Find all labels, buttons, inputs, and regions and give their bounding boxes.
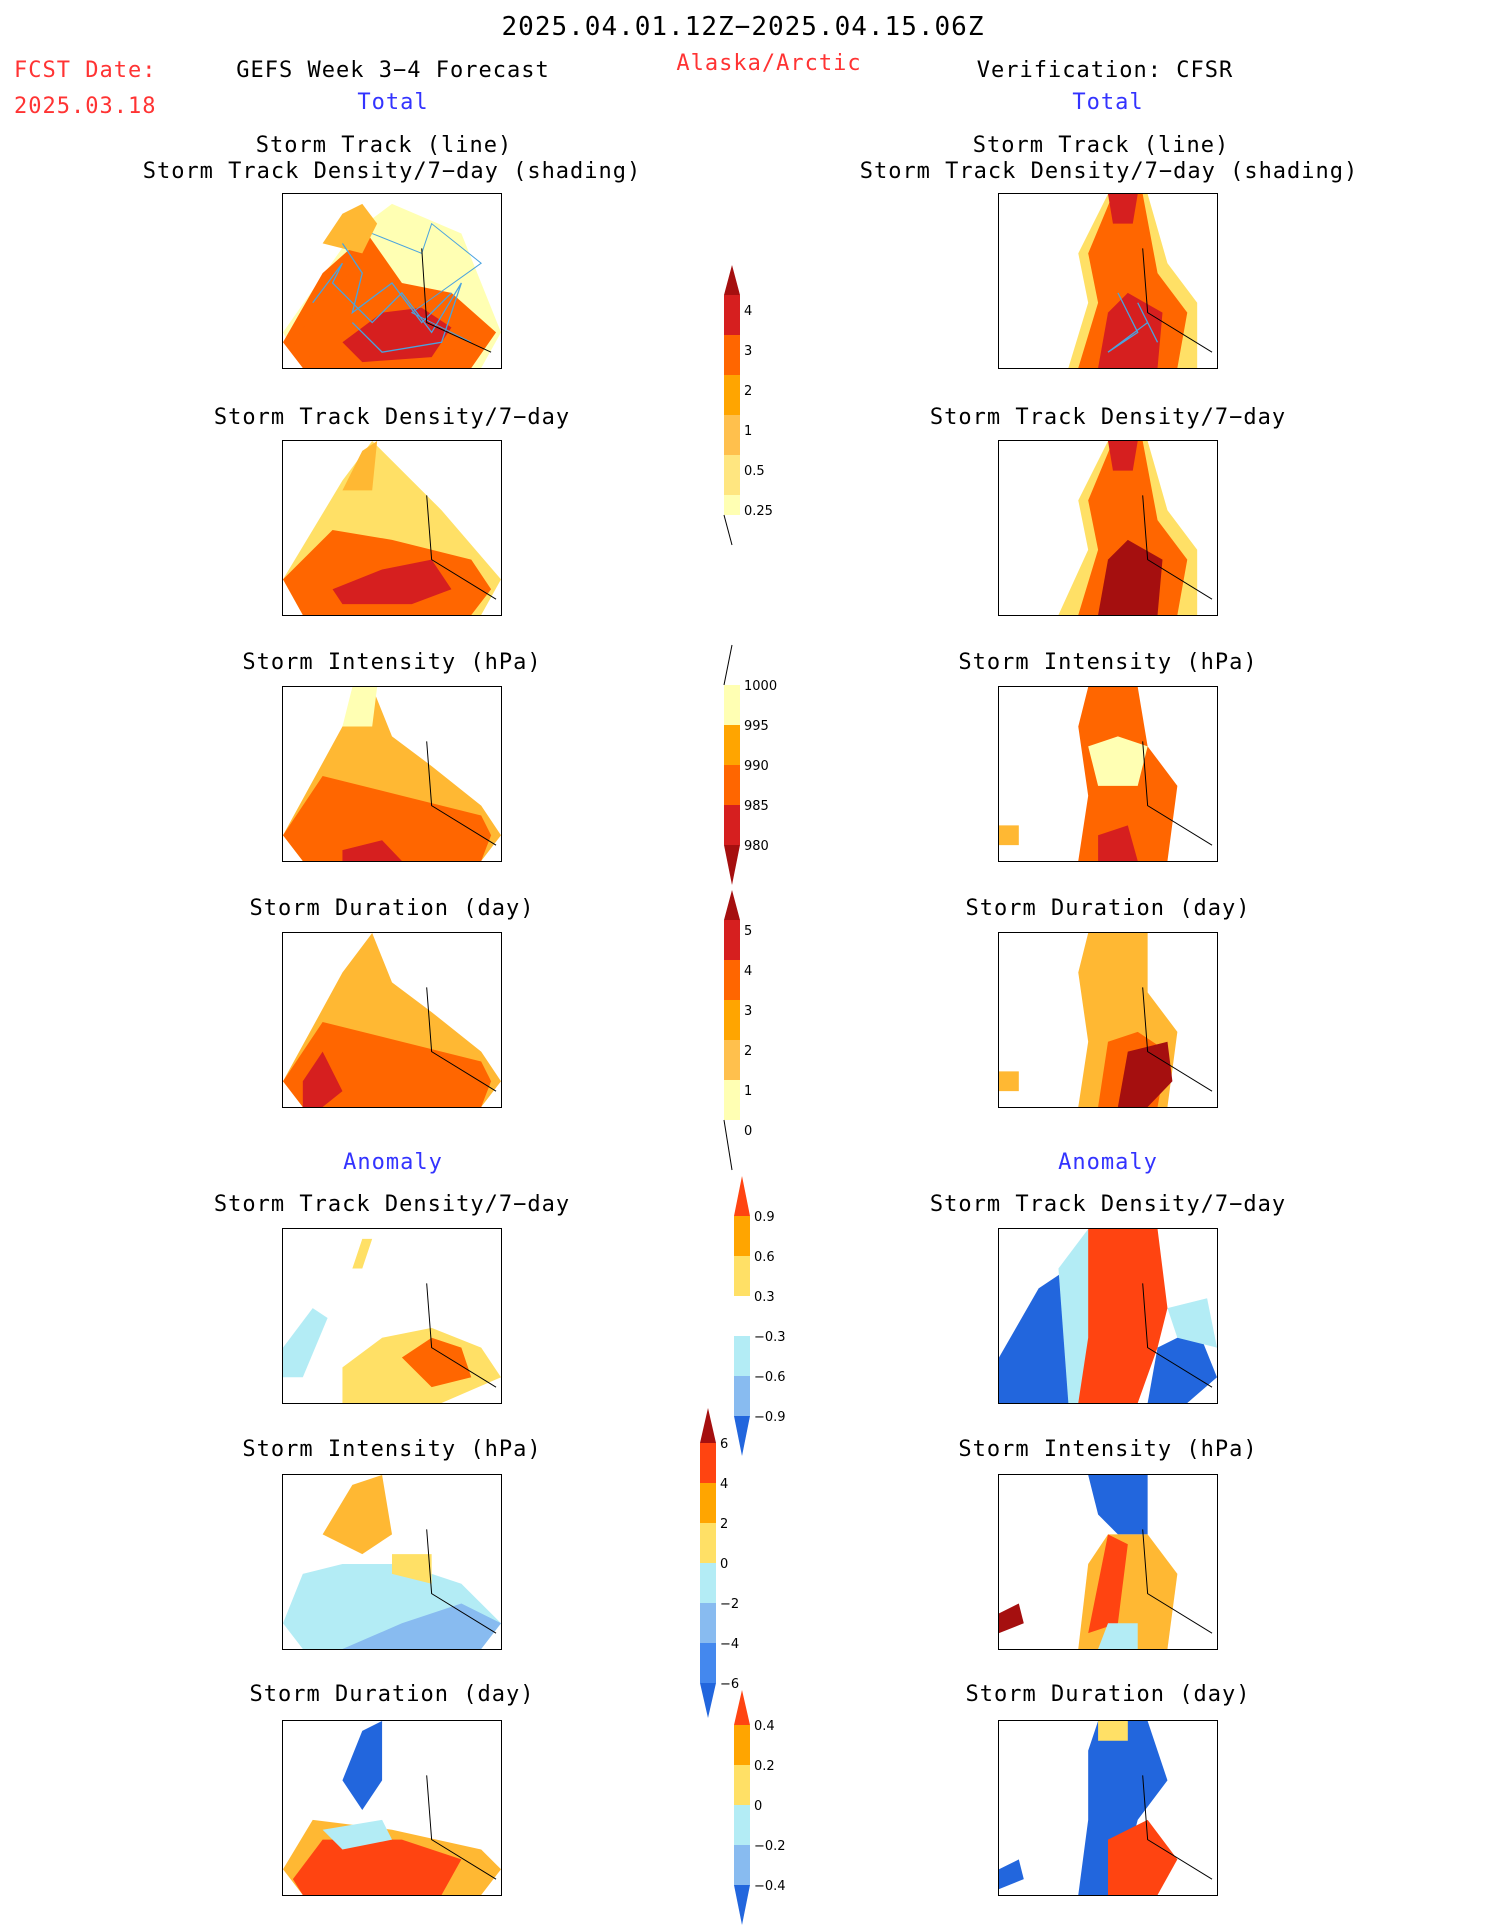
cbar-tick: 0 <box>754 1799 762 1814</box>
cbar-tick: 2 <box>744 384 752 399</box>
cbar-tick: 1 <box>744 424 752 439</box>
right-track-map <box>998 193 1218 369</box>
colorbar-duration: 5 4 3 2 1 0 <box>723 890 794 1171</box>
colorbar-density: 4 3 2 1 0.5 0.25 <box>723 265 794 546</box>
left-anomaly-title: Anomaly <box>343 1150 443 1175</box>
colorbar-density-anom: 0.9 0.6 0.3 −0.3 −0.6 −0.9 <box>734 1176 804 1456</box>
cbar-tick: 0.2 <box>754 1759 775 1774</box>
right-intensity-anom-map <box>998 1474 1218 1650</box>
right-duration-anom-map <box>998 1720 1218 1896</box>
right-duration-map <box>998 932 1218 1108</box>
cbar-tick: 0.4 <box>754 1719 775 1734</box>
cbar-tick: −4 <box>720 1637 739 1652</box>
cbar-tick: 0.25 <box>744 504 773 519</box>
left-intensity-anom-map <box>282 1474 502 1650</box>
right-section-title: Total <box>1072 90 1144 115</box>
cbar-tick: 0 <box>744 1124 752 1139</box>
cbar-tick: 980 <box>744 839 769 854</box>
right-intensity-anom-title: Storm Intensity (hPa) <box>958 1437 1258 1462</box>
left-duration-title: Storm Duration (day) <box>249 896 535 921</box>
right-intensity-map <box>998 686 1218 862</box>
cbar-tick: 3 <box>744 344 752 359</box>
cbar-tick: 990 <box>744 759 769 774</box>
cbar-tick: −0.6 <box>754 1370 786 1385</box>
right-intensity-title: Storm Intensity (hPa) <box>958 650 1258 675</box>
right-anomaly-title: Anomaly <box>1058 1150 1158 1175</box>
left-intensity-title: Storm Intensity (hPa) <box>242 650 542 675</box>
right-track-shading-title: Storm Track Density/7−day (shading) <box>859 159 1359 184</box>
cbar-tick: −0.9 <box>754 1410 786 1425</box>
left-track-map <box>282 193 502 369</box>
cbar-tick: −6 <box>720 1677 739 1692</box>
verification-title: Verification: CFSR <box>976 58 1234 83</box>
cbar-tick: 0 <box>720 1557 728 1572</box>
cbar-tick: 0.9 <box>754 1210 775 1225</box>
colorbar-duration-anom: 0.4 0.2 0 −0.2 −0.4 <box>734 1690 804 1925</box>
cbar-tick: −0.4 <box>754 1879 786 1894</box>
cbar-tick: 985 <box>744 799 769 814</box>
left-density-anom-map <box>282 1228 502 1404</box>
fcst-date-label: FCST Date: <box>14 58 157 83</box>
left-density-anom-title: Storm Track Density/7−day <box>213 1192 571 1217</box>
cbar-tick: 0.5 <box>744 464 765 479</box>
right-density-anom-map <box>998 1228 1218 1404</box>
cbar-tick: 5 <box>744 924 752 939</box>
cbar-tick: −0.3 <box>754 1330 786 1345</box>
right-density-map <box>998 440 1218 616</box>
cbar-tick: 2 <box>744 1044 752 1059</box>
cbar-tick: 2 <box>720 1517 728 1532</box>
left-duration-anom-title: Storm Duration (day) <box>249 1682 535 1707</box>
cbar-tick: 0.3 <box>754 1290 775 1305</box>
right-duration-anom-title: Storm Duration (day) <box>965 1682 1251 1707</box>
left-duration-map <box>282 932 502 1108</box>
left-density-map <box>282 440 502 616</box>
cbar-tick: 3 <box>744 1004 752 1019</box>
left-intensity-map <box>282 686 502 862</box>
right-density-anom-title: Storm Track Density/7−day <box>929 1192 1287 1217</box>
colorbar-intensity: 1000 995 990 985 980 <box>723 644 794 885</box>
cbar-tick: 1 <box>744 1084 752 1099</box>
cbar-tick: 4 <box>720 1477 728 1492</box>
forecast-title: GEFS Week 3−4 Forecast <box>236 58 550 83</box>
left-track-line-title: Storm Track (line) <box>255 133 513 158</box>
cbar-tick: 0.6 <box>754 1250 775 1265</box>
left-track-shading-title: Storm Track Density/7−day (shading) <box>142 159 642 184</box>
right-track-line-title: Storm Track (line) <box>972 133 1230 158</box>
cbar-tick: −0.2 <box>754 1839 786 1854</box>
cbar-tick: 1000 <box>744 679 777 694</box>
cbar-tick: 4 <box>744 304 752 319</box>
left-duration-anom-map <box>282 1720 502 1896</box>
date-range-title: 2025.04.01.12Z−2025.04.15.06Z <box>501 12 985 42</box>
left-section-title: Total <box>357 90 429 115</box>
right-duration-title: Storm Duration (day) <box>965 896 1251 921</box>
left-density-title: Storm Track Density/7−day <box>213 405 571 430</box>
colorbar-intensity-anom: 6 4 2 0 −2 −4 −6 <box>700 1408 770 1718</box>
left-intensity-anom-title: Storm Intensity (hPa) <box>242 1437 542 1462</box>
cbar-tick: 995 <box>744 719 769 734</box>
cbar-tick: −2 <box>720 1597 739 1612</box>
region-title: Alaska/Arctic <box>676 51 862 76</box>
cbar-tick: 6 <box>720 1437 728 1452</box>
right-density-title: Storm Track Density/7−day <box>929 405 1287 430</box>
cbar-tick: 4 <box>744 964 752 979</box>
fcst-date-value: 2025.03.18 <box>14 94 157 119</box>
